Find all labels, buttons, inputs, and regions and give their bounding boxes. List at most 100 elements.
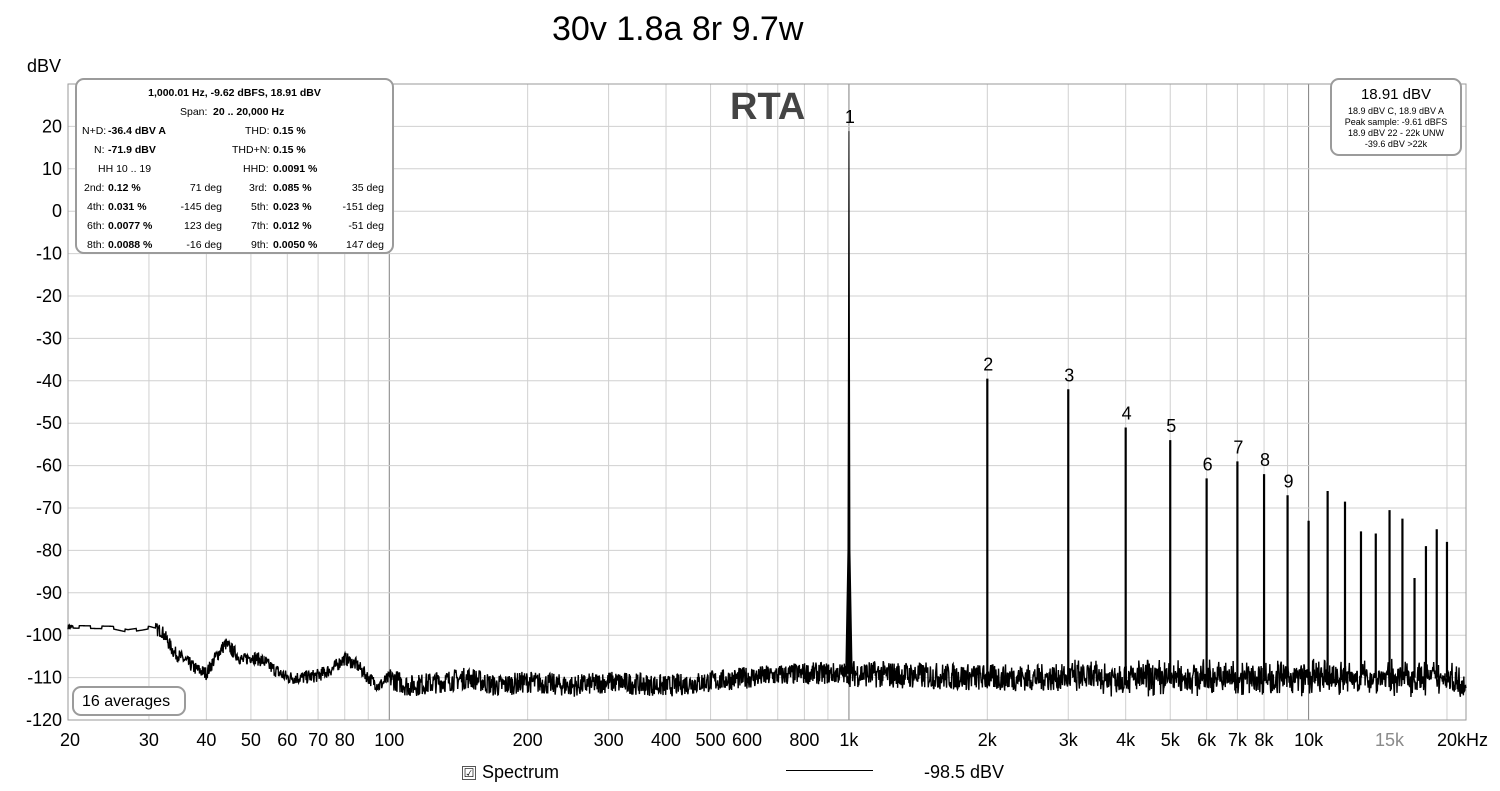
level-peak-sample: Peak sample: -9.61 dBFS — [1344, 117, 1448, 127]
harmonic-3-pct: 0.085 % — [273, 182, 312, 194]
harmonic-8-deg: -16 deg — [186, 239, 222, 251]
y-tick-label: -50 — [36, 413, 62, 433]
y-tick-label: -20 — [36, 286, 62, 306]
stats-span-value: 20 .. 20,000 Hz — [213, 106, 285, 118]
x-tick-label: 400 — [651, 730, 681, 750]
x-tick-label: 100 — [374, 730, 404, 750]
x-tick-label: 15k — [1375, 730, 1405, 750]
legend-spectrum-toggle[interactable]: ☑ Spectrum — [462, 762, 559, 783]
y-axis-label: dBV — [27, 56, 62, 76]
x-tick-label: 2k — [978, 730, 998, 750]
harmonic-4-label: 4th: — [87, 201, 105, 213]
x-tick-label: 6k — [1197, 730, 1217, 750]
harmonic-4-deg: -145 deg — [180, 201, 222, 213]
x-tick-label: 50 — [241, 730, 261, 750]
stats-hhd-value: 0.0091 % — [273, 163, 318, 175]
stats-n-value: -71.9 dBV — [108, 144, 156, 156]
harmonic-3-deg: 35 deg — [351, 182, 384, 194]
x-tick-label: 3k — [1059, 730, 1079, 750]
fundamental-peak — [845, 131, 853, 674]
x-tick-label: 30 — [139, 730, 159, 750]
harmonic-9-label: 9th: — [251, 239, 269, 251]
y-tick-label: -80 — [36, 540, 62, 560]
x-tick-label: 40 — [196, 730, 216, 750]
y-tick-label: -90 — [36, 583, 62, 603]
y-tick-label: -40 — [36, 371, 62, 391]
harmonic-3-label: 3rd: — [249, 182, 268, 194]
x-tick-label: 10k — [1294, 730, 1324, 750]
harmonic-8-label: 8th: — [87, 239, 105, 251]
legend-series-label: Spectrum — [482, 762, 560, 782]
x-tick-label: 800 — [789, 730, 819, 750]
level-readout-box: 18.91 dBV 18.9 dBV C, 18.9 dBV A Peak sa… — [1330, 78, 1462, 156]
stats-hhd-label: HHD: — [243, 163, 269, 175]
peak-label: 6 — [1203, 454, 1213, 474]
x-tick-label: 80 — [335, 730, 355, 750]
stats-n-label: N: — [94, 144, 105, 156]
stats-hh-label: HH 10 .. 19 — [98, 163, 152, 175]
harmonic-2-deg: 71 deg — [189, 182, 222, 194]
harmonic-5-deg: -151 deg — [342, 201, 384, 213]
peak-label: 7 — [1233, 437, 1243, 457]
peak-label: 8 — [1260, 450, 1270, 470]
harmonic-9-pct: 0.0050 % — [273, 239, 318, 251]
level-main-value: 18.91 dBV — [1360, 86, 1432, 103]
y-tick-label: -100 — [26, 625, 62, 645]
y-tick-label: -10 — [36, 244, 62, 264]
y-tick-label: -120 — [26, 710, 62, 730]
spectrum-trace — [67, 622, 1467, 698]
measurement-stats-box: 1,000.01 Hz, -9.62 dBFS, 18.91 dBV Span:… — [75, 78, 394, 254]
stats-header-frequency: 1,000.01 Hz, -9.62 dBFS, 18.91 dBV — [148, 87, 321, 99]
peak-label: 1 — [845, 107, 855, 127]
harmonic-9-deg: 147 deg — [346, 239, 384, 251]
x-tick-label: 4k — [1116, 730, 1136, 750]
peak-label: 9 — [1284, 471, 1294, 491]
harmonic-8-pct: 0.0088 % — [108, 239, 153, 251]
legend-line-swatch — [786, 770, 873, 771]
harmonic-6-pct: 0.0077 % — [108, 220, 153, 232]
y-tick-label: -30 — [36, 328, 62, 348]
x-tick-label: 600 — [732, 730, 762, 750]
y-tick-label: -70 — [36, 498, 62, 518]
x-tick-label: 20 — [60, 730, 80, 750]
chart-subtitle: RTA — [730, 86, 806, 128]
chart-title: 30v 1.8a 8r 9.7w — [552, 10, 804, 48]
y-tick-label: -110 — [27, 668, 62, 688]
x-tick-label: 300 — [594, 730, 624, 750]
x-tick-label: 1k — [839, 730, 859, 750]
harmonic-7-deg: -51 deg — [348, 220, 384, 232]
harmonic-7-pct: 0.012 % — [273, 220, 312, 232]
harmonic-6-deg: 123 deg — [184, 220, 222, 232]
stats-thdn-value: 0.15 % — [273, 144, 306, 156]
plot-frame — [67, 83, 1467, 721]
y-tick-label: -60 — [36, 456, 62, 476]
y-tick-label: 10 — [42, 159, 62, 179]
harmonic-5-pct: 0.023 % — [273, 201, 312, 213]
x-tick-label: 5k — [1161, 730, 1181, 750]
harmonic-5-label: 5th: — [251, 201, 269, 213]
level-above-22k: -39.6 dBV >22k — [1364, 139, 1428, 149]
harmonic-6-label: 6th: — [87, 220, 105, 232]
peak-label: 2 — [983, 355, 993, 375]
legend-checkbox[interactable]: ☑ — [462, 766, 476, 780]
level-unweighted-band: 18.9 dBV 22 - 22k UNW — [1347, 128, 1445, 138]
x-tick-label: 500 — [696, 730, 726, 750]
stats-thdn-label: THD+N: — [232, 144, 271, 156]
stats-nd-label: N+D: — [82, 125, 107, 137]
stats-nd-value: -36.4 dBV A — [108, 125, 166, 137]
x-tick-label: 60 — [277, 730, 297, 750]
x-tick-label: 70 — [308, 730, 328, 750]
peak-label: 5 — [1166, 416, 1176, 436]
peak-label: 4 — [1122, 403, 1132, 423]
y-tick-label: 20 — [42, 116, 62, 136]
x-tick-label: 8k — [1255, 730, 1275, 750]
legend-series-value: -98.5 dBV — [924, 762, 1005, 782]
x-tick-label: 7k — [1228, 730, 1248, 750]
y-tick-label: 0 — [52, 201, 62, 221]
stats-span-label: Span: — [180, 106, 208, 118]
harmonic-2-label: 2nd: — [84, 182, 105, 194]
x-tick-label: 200 — [513, 730, 543, 750]
averages-indicator: 16 averages — [72, 686, 186, 716]
level-weighted-values: 18.9 dBV C, 18.9 dBV A — [1347, 106, 1445, 116]
peak-label: 3 — [1064, 365, 1074, 385]
